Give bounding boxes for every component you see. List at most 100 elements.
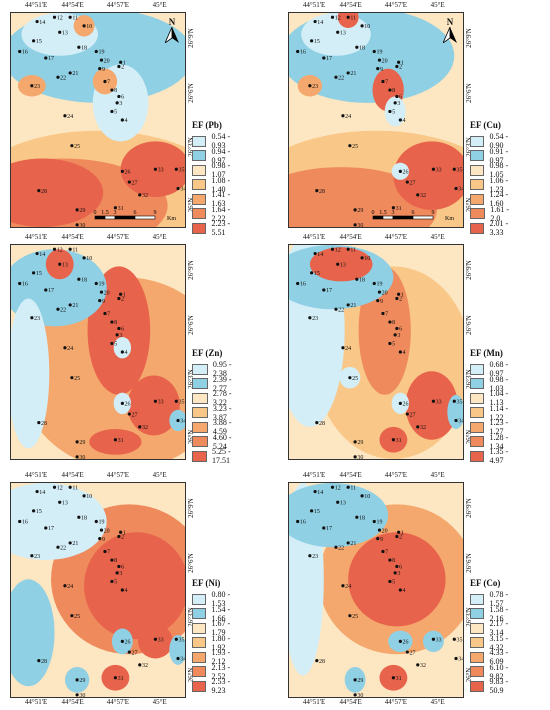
station-label: 18 xyxy=(81,45,87,51)
station-point xyxy=(398,169,402,173)
station-label: 32 xyxy=(420,663,426,669)
station-point xyxy=(82,494,86,498)
station-point xyxy=(348,144,352,148)
legend-entry: 1.04 - 1.13 xyxy=(470,389,511,407)
legend-entry: 1.28 - 1.34 xyxy=(470,433,511,451)
interpolated-surface: 1234567891011121314151617181920212223242… xyxy=(289,13,463,227)
station-label: 26 xyxy=(403,402,409,408)
legend-entry: 0.80 - 1.53 xyxy=(192,590,233,608)
station-point xyxy=(388,320,392,324)
longitude-label: 44°51'E xyxy=(24,233,48,241)
station-label: 19 xyxy=(376,50,382,56)
station-label: 11 xyxy=(72,247,78,253)
station-point xyxy=(30,554,34,558)
station-point xyxy=(99,290,104,294)
station-point xyxy=(117,296,121,301)
station-point xyxy=(120,169,124,173)
station-label: 1 xyxy=(123,60,126,66)
station-point xyxy=(63,114,67,118)
station-point xyxy=(336,30,340,34)
station-point xyxy=(56,307,60,311)
station-point xyxy=(341,584,345,588)
legend-range-label: 3.15 - 4.32 xyxy=(489,633,509,652)
latitude-label: 26°6'N xyxy=(187,553,195,574)
station-label: 29 xyxy=(79,440,85,446)
station-point xyxy=(103,311,107,316)
station-point xyxy=(355,515,359,519)
station-point xyxy=(393,571,397,575)
legend-range-label: 2.39 - 2.77 xyxy=(212,374,232,393)
longitude-label: 45°E xyxy=(152,1,167,9)
legend-entry: 1.41 - 1.63 xyxy=(192,190,233,208)
station-label: 9 xyxy=(102,537,105,543)
longitude-label: 44°57'E xyxy=(384,471,408,479)
station-point xyxy=(18,519,22,524)
station-point xyxy=(330,247,335,251)
station-label: 6 xyxy=(121,327,124,333)
station-point xyxy=(44,56,48,60)
station-label: 20 xyxy=(104,58,110,64)
station-label: 30 xyxy=(357,455,363,459)
longitude-label: 45°E xyxy=(430,233,445,241)
station-point xyxy=(355,277,359,281)
station-point xyxy=(308,84,312,88)
legend-range-label: 1.24 - 1.60 xyxy=(489,190,509,209)
station-label: 17 xyxy=(326,288,332,294)
station-point xyxy=(454,186,458,191)
station-label: 25 xyxy=(352,614,358,620)
station-point xyxy=(353,440,357,444)
station-label: 31 xyxy=(396,676,402,682)
station-label: 31 xyxy=(118,438,124,444)
station-label: 5 xyxy=(114,580,117,586)
latitude-label: 26°9'N xyxy=(465,27,473,48)
legend-entry: 0.54 - 0.93 xyxy=(192,132,233,150)
station-point xyxy=(454,656,458,661)
station-label: 13 xyxy=(62,262,68,268)
legend-swatch xyxy=(192,407,208,419)
legend-entry: 1.61 - 2.0 xyxy=(470,205,511,223)
interpolated-surface: 1234567891011121314151617181920212223242… xyxy=(11,245,185,459)
latitude-label: 26°9'N xyxy=(187,27,195,48)
legend-range-label: 1.54 - 1.66 xyxy=(211,604,231,623)
station-point xyxy=(381,79,385,84)
legend-entry: 3.88 - 4.59 xyxy=(192,418,237,436)
station-point xyxy=(395,534,399,539)
station-point xyxy=(346,541,350,545)
station-point xyxy=(405,412,409,416)
station-label: 10 xyxy=(86,24,92,30)
station-point xyxy=(119,60,123,64)
longitude-label: 44°51'E xyxy=(302,1,326,9)
station-label: 15 xyxy=(36,509,42,515)
legend-entry: 2.53 - 9.23 xyxy=(192,677,233,695)
station-point xyxy=(360,494,364,498)
station-label: 5 xyxy=(114,110,117,116)
station-label: 7 xyxy=(107,550,110,556)
station-label: 11 xyxy=(72,15,78,21)
station-label: 19 xyxy=(98,282,104,288)
longitude-label: 44°51'E xyxy=(24,471,48,479)
station-point xyxy=(58,30,62,34)
station-label: 6 xyxy=(399,95,402,101)
station-label: 4 xyxy=(403,588,406,594)
contour-zone xyxy=(11,483,107,561)
legend-range-label: 1.67 - 1.79 xyxy=(211,619,231,638)
station-label: 11 xyxy=(72,485,78,491)
longitude-label: 45°E xyxy=(430,471,445,479)
station-label: 31 xyxy=(396,438,402,444)
legend-title: EF (Cu) xyxy=(470,120,501,130)
station-label: 24 xyxy=(67,584,73,590)
legend-swatch xyxy=(192,436,208,448)
legend-entry: 1.14 - 1.22 xyxy=(470,404,511,422)
station-point xyxy=(110,109,114,114)
station-point xyxy=(315,189,319,193)
station-point xyxy=(355,45,359,49)
station-point xyxy=(388,88,392,92)
station-label: 35 xyxy=(457,637,463,643)
latitude-label: 26°6'N xyxy=(187,315,195,336)
station-point xyxy=(68,15,72,19)
station-point xyxy=(315,421,319,425)
legend-swatch xyxy=(192,135,207,147)
station-point xyxy=(58,262,62,266)
station-point xyxy=(153,399,158,403)
station-point xyxy=(405,650,409,654)
